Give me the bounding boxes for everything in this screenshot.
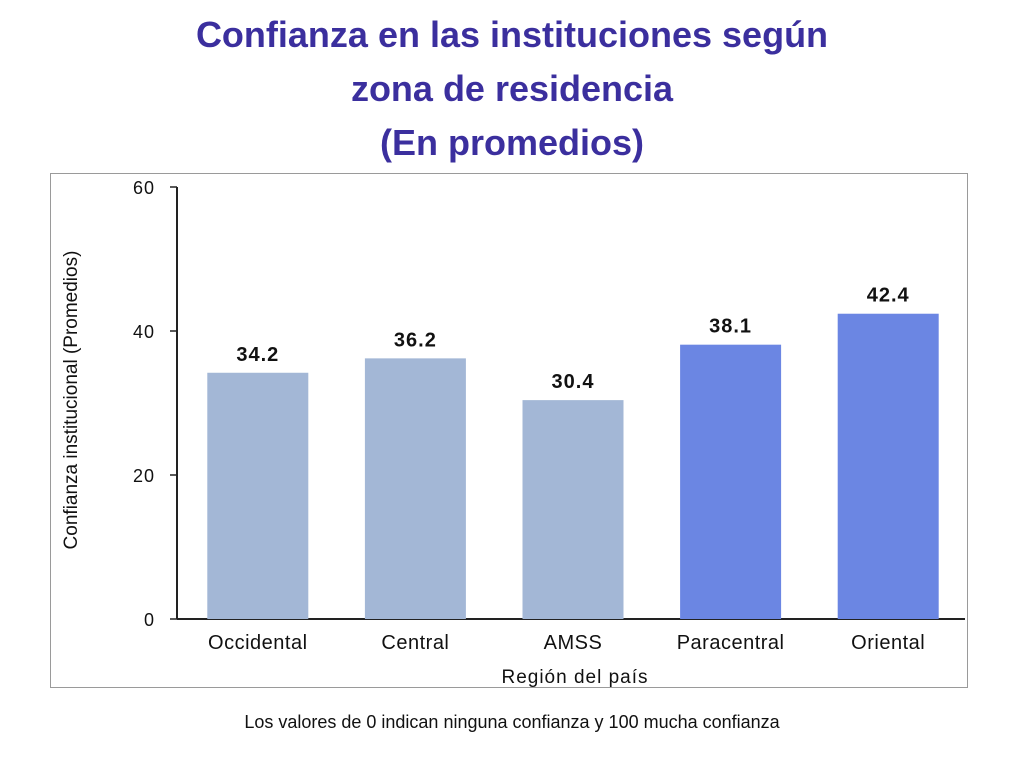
data-label: 42.4 (867, 285, 910, 307)
x-axis-label: Región del país (501, 667, 648, 688)
title-line-2: zona de residencia (350, 68, 674, 109)
y-tick-label: 40 (133, 322, 155, 342)
title-line-1: Confianza en las instituciones según (195, 14, 829, 55)
y-tick-label: 60 (133, 178, 155, 198)
bar (207, 372, 309, 619)
x-tick-label: AMSS (544, 632, 603, 654)
data-label: 30.4 (552, 371, 595, 393)
y-tick-label: 20 (133, 466, 155, 486)
x-tick-label: Occidental (208, 632, 308, 654)
data-label: 38.1 (709, 316, 752, 338)
chart-frame (50, 173, 968, 688)
bar (837, 313, 939, 619)
y-axis-label: Confianza institucional (Promedios) (61, 251, 82, 550)
chart-bars (207, 313, 939, 619)
bar (522, 400, 624, 619)
y-tick-label: 0 (144, 610, 155, 630)
chart-labels: 34.2 Occidental 36.2 Central 30.4 AMSS 38.1 Par… (208, 285, 925, 654)
bar (680, 344, 782, 619)
data-label: 34.2 (236, 344, 279, 366)
bar (364, 358, 466, 619)
title-line-3: (En promedios) (379, 122, 644, 163)
footnote: Los valores de 0 indican ninguna confian… (244, 712, 780, 732)
chart-title: Confianza en las instituciones según zon… (0, 8, 1024, 170)
data-label: 36.2 (394, 329, 437, 351)
x-tick-label: Paracentral (677, 632, 785, 654)
x-tick-label: Central (381, 632, 449, 654)
x-tick-label: Oriental (851, 632, 925, 654)
